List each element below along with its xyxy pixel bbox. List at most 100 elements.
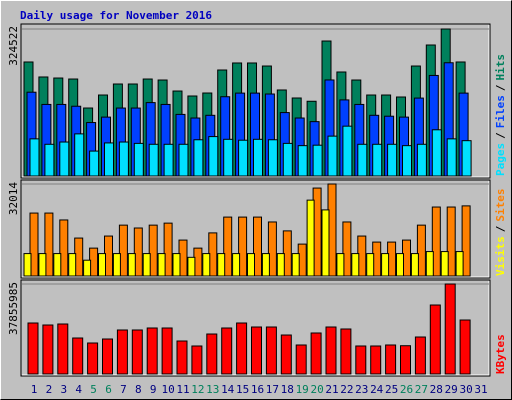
bar	[116, 329, 128, 375]
legend-separator: /	[494, 132, 507, 139]
x-tick-label: 3	[60, 383, 67, 396]
bar	[42, 324, 54, 375]
bar	[387, 143, 398, 177]
bar	[336, 253, 345, 277]
x-tick-label: 19	[296, 383, 309, 396]
bar	[44, 143, 55, 177]
legend: Pages / Files / Hits	[494, 54, 507, 176]
bar	[72, 337, 84, 375]
bar	[455, 251, 464, 277]
bar	[157, 253, 166, 277]
bar	[217, 253, 226, 277]
x-tick-label: 4	[75, 383, 82, 396]
bar	[425, 251, 434, 277]
x-tick-label: 30	[459, 383, 472, 396]
bar	[102, 338, 113, 375]
panel-bevel	[22, 181, 490, 278]
bar	[429, 304, 441, 375]
bar	[98, 253, 106, 277]
bar	[247, 253, 255, 277]
bar	[223, 216, 233, 277]
bar	[461, 140, 472, 177]
bar	[163, 222, 173, 277]
bar	[312, 144, 323, 177]
x-tick-label: 31	[474, 383, 487, 396]
bar	[178, 143, 189, 177]
x-tick-label: 6	[105, 383, 112, 396]
x-tick-label: 22	[340, 383, 353, 396]
y-tick-label: 32014	[7, 182, 20, 215]
bar	[461, 205, 471, 277]
bar	[193, 139, 204, 177]
bar	[223, 138, 234, 177]
bar	[342, 221, 352, 277]
bar	[459, 319, 471, 375]
bar	[59, 141, 70, 177]
bar	[431, 206, 441, 277]
bar	[291, 253, 300, 277]
bar	[276, 253, 285, 277]
panel-bevel	[22, 25, 490, 178]
x-tick-label: 9	[150, 383, 157, 396]
bar	[57, 323, 69, 375]
bar	[321, 209, 330, 277]
legend: Visits / Sites	[494, 189, 507, 277]
bar	[402, 145, 412, 177]
legend-entry: Hits	[494, 54, 507, 81]
bar	[104, 142, 114, 177]
legend: KBytes	[494, 334, 507, 374]
bar	[416, 224, 426, 277]
bar	[340, 328, 352, 375]
legend-separator: /	[494, 84, 507, 91]
x-tick-label: 26	[400, 383, 413, 396]
bar	[265, 326, 277, 375]
bar	[232, 253, 241, 277]
legend-entry: KBytes	[494, 334, 507, 374]
bar	[131, 329, 143, 375]
bar	[44, 212, 54, 277]
bar	[238, 216, 248, 277]
bar	[267, 221, 277, 277]
x-tick-label: 29	[445, 383, 458, 396]
bar	[416, 143, 427, 177]
bar	[59, 219, 69, 277]
chart-title: Daily usage for November 2016	[20, 9, 212, 22]
bar	[187, 256, 196, 277]
bar	[23, 253, 32, 277]
bar	[280, 334, 292, 375]
bar	[253, 216, 262, 277]
x-tick-label: 12	[191, 383, 204, 396]
bar	[161, 327, 173, 375]
bar	[127, 253, 136, 277]
bar	[112, 253, 121, 277]
bar	[87, 342, 99, 375]
bar	[133, 142, 144, 177]
x-tick-label: 27	[415, 383, 428, 396]
bar	[236, 322, 248, 375]
bar	[342, 125, 353, 177]
x-tick-label: 10	[161, 383, 174, 396]
bar	[306, 199, 315, 277]
bar	[444, 283, 456, 375]
x-tick-label: 17	[266, 383, 279, 396]
panel-bevel	[22, 281, 490, 376]
bar	[83, 259, 92, 277]
x-tick-label: 2	[46, 383, 53, 396]
bar	[38, 253, 47, 277]
bar	[381, 253, 390, 277]
y-tick-label: 324522	[7, 26, 20, 66]
x-tick-label: 25	[385, 383, 398, 396]
bar	[29, 138, 40, 177]
bar	[238, 139, 249, 177]
bar	[267, 139, 278, 177]
bar	[351, 253, 360, 277]
bar	[89, 150, 100, 177]
x-tick-label: 16	[251, 383, 264, 396]
x-tick-label: 24	[370, 383, 384, 396]
bar	[118, 224, 128, 277]
bar	[208, 136, 219, 177]
bar	[282, 142, 293, 177]
bar	[133, 227, 143, 277]
